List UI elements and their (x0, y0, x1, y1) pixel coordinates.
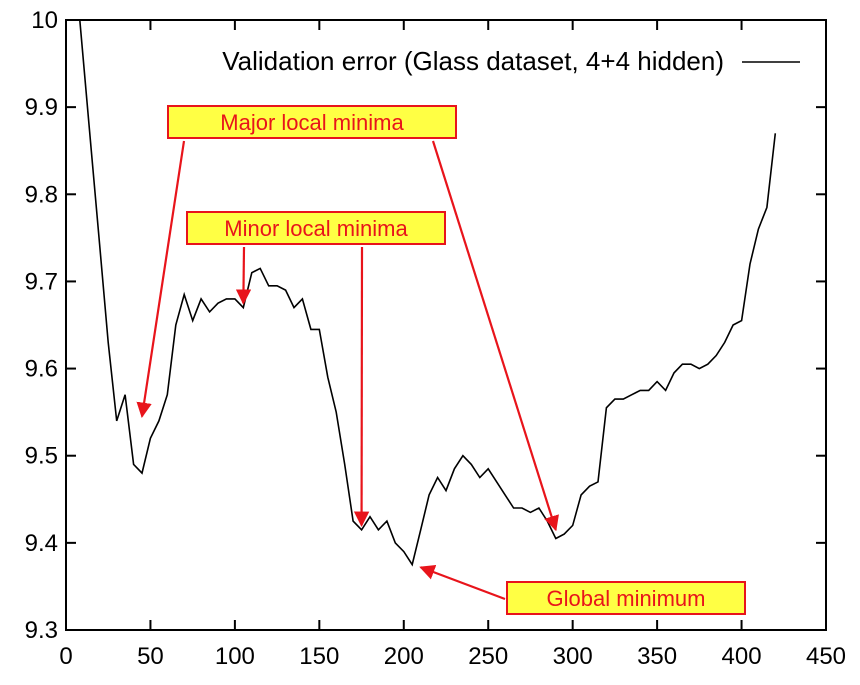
legend-label: Validation error (Glass dataset, 4+4 hid… (222, 46, 724, 76)
annotation-box (506, 581, 746, 615)
annotation-arrow (419, 564, 506, 601)
y-axis: 9.3 9.4 9.5 9.6 9.7 9.8 9.9 10 (25, 7, 826, 644)
y-tick-label: 9.6 (25, 356, 58, 383)
series-line (79, 19, 777, 567)
y-tick-label: 10 (31, 7, 58, 34)
annotation-label: Global minimum (547, 586, 706, 611)
x-tick-label: 0 (59, 643, 72, 670)
x-tick-label: 150 (299, 643, 339, 670)
x-tick-label: 300 (553, 643, 593, 670)
annotation-box (186, 211, 446, 245)
legend: Validation error (Glass dataset, 4+4 hid… (222, 46, 800, 76)
annotation-arrow (235, 246, 252, 305)
x-tick-label: 400 (722, 643, 762, 670)
plot-area-frame (65, 19, 827, 631)
annotation-label: Major local minima (220, 110, 404, 135)
annotation-arrows (136, 140, 559, 601)
y-tick-label: 9.4 (25, 530, 58, 557)
x-tick-label: 350 (637, 643, 677, 670)
x-axis: 0 50 100 150 200 250 300 350 400 450 (59, 20, 846, 670)
y-tick-label: 9.8 (25, 181, 58, 208)
series-layer (79, 19, 777, 567)
x-tick-label: 50 (137, 643, 164, 670)
annotation-arrow (136, 140, 186, 419)
x-tick-label: 100 (215, 643, 255, 670)
annotations: Major local minima Minor local minima Glob… (167, 105, 746, 615)
x-tick-label: 250 (468, 643, 508, 670)
annotation-box (167, 105, 457, 139)
annotation-label: Minor local minima (224, 216, 408, 241)
y-tick-label: 9.5 (25, 443, 58, 470)
y-tick-label: 9.3 (25, 617, 58, 644)
x-tick-label: 450 (806, 643, 846, 670)
y-tick-label: 9.7 (25, 268, 58, 295)
x-tick-label: 200 (384, 643, 424, 670)
annotation-arrow (431, 140, 559, 532)
y-tick-label: 9.9 (25, 94, 58, 121)
